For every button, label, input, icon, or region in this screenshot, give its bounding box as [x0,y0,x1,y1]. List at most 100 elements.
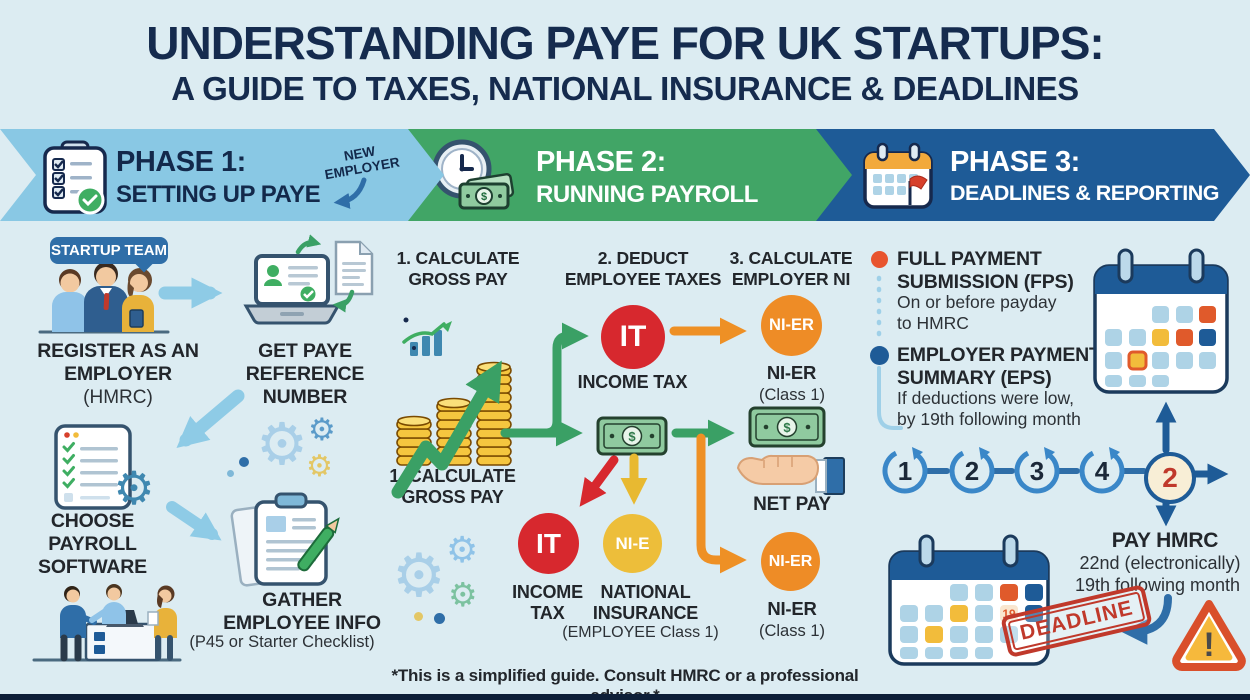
income-tax-circle: IT [601,305,665,369]
page-title: UNDERSTANDING PAYE FOR UK STARTUPS: [146,17,1104,69]
nier-label: NI-ER [766,362,817,383]
payroll-software-icon: ⚙ [54,424,154,510]
phase3-name: DEADLINES & REPORTING [950,181,1220,205]
phase2-name: RUNNING PAYROLL [536,181,758,208]
eps-bullet [870,346,889,365]
gear-icon: ⚙ [392,542,446,609]
fps-bullet [871,251,888,268]
arrow-paycheck-to-incometax2 [579,455,619,507]
nier-class-label: (Class 1) [758,386,825,404]
pay-hmrc-line2: 19th following month [1074,575,1241,595]
step3-header: 3. CALCULATE EMPLOYER NI [729,248,853,289]
growth-chart-icon [402,317,452,356]
gear-icon: ⚙ [256,412,308,477]
calendar-flag-icon [862,141,936,211]
nier-abbr: NI-ER [769,316,814,334]
timeline-number: 2 [964,455,980,486]
paye-reference-label: GET PAYE REFERENCE NUMBER [245,340,365,408]
eps-title: EMPLOYER PAYMENT SUMMARY (EPS) [897,344,1101,389]
net-pay-label: NET PAY [753,494,831,515]
gather-info-label: GATHER EMPLOYEE INFO [223,589,381,634]
decor-dot [414,612,423,621]
new-employer-note: NEW EMPLOYER [323,143,401,183]
nier2-circle: NI-ER [761,532,820,591]
phase1-name: SETTING UP PAYE [116,181,321,208]
pay-hmrc-label: PAY HMRC [1111,529,1219,552]
page-subtitle: A GUIDE TO TAXES, NATIONAL INSURANCE & D… [171,70,1079,107]
nier2-class-label: (Class 1) [758,622,825,640]
svg-text:$: $ [481,191,487,203]
pay-hmrc-line1: 22nd (electronically) [1079,553,1241,573]
disclaimer: *This is a simplified guide. Consult HMR… [391,666,859,700]
startup-team-badge: STARTUP TEAM [50,237,168,273]
nier-abbr: NI-ER [768,552,813,570]
warning-triangle-icon: ! [1172,600,1246,671]
gross-pay-caption: 1. CALCULATE GROSS PAY [389,466,516,508]
arc-doc-refresh-1 [295,234,322,255]
gear-icon: ⚙ [448,576,478,613]
gear-icon: ⚙ [113,462,154,510]
document-icon [334,240,374,296]
it-abbr: IT [619,320,647,353]
phase1-banner: PHASE 1: SETTING UP PAYE NEW EMPLOYER [0,129,444,221]
gear-icon: ⚙ [446,529,479,570]
employee-info-clipboard-icon [230,492,340,587]
timeline-number: 4 [1094,455,1110,486]
income-tax2-circle: IT [518,513,579,574]
employee-class-label: (EMPLOYEE Class 1) [562,624,719,641]
team-desk-illustration [32,584,182,662]
startup-team-illustration [38,262,170,334]
nier-circle: NI-ER [761,295,822,356]
net-pay-hand-icon: $ [736,406,845,495]
step1-header: 1. CALCULATE GROSS PAY [396,248,520,289]
coin-stacks-icon [396,361,512,466]
deadline-calendar-icon: 19 [888,534,1050,666]
exclamation-mark: ! [1203,626,1214,664]
timeline-step-2: 2 [946,445,998,497]
hmrc-label: (HMRC) [83,387,153,408]
income-tax2-label: INCOME TAX [512,582,583,624]
timeline-step-4: 4 [1076,445,1128,497]
gear-icon: ⚙ [308,412,336,447]
timeline-step-3: 3 [1011,445,1063,497]
paycheck-icon: $ [596,416,668,456]
decor-dot [434,613,445,624]
fps-sub: On or before payday to HMRC [897,292,1057,334]
phase1-label: PHASE 1: [116,146,246,178]
it-abbr: IT [536,527,561,559]
svg-text:$: $ [783,420,791,435]
income-tax-label: INCOME TAX [577,372,688,392]
svg-text:$: $ [628,429,636,444]
decor-dot [239,457,249,467]
eps-sub: If deductions were low, by 19th followin… [897,388,1081,430]
gather-info-sub: (P45 or Starter Checklist) [189,633,375,651]
calendar-month-icon [1093,248,1229,394]
startup-team-label: STARTUP TEAM [50,242,168,259]
nie-circle: NI-E [603,514,662,573]
laptop-icon [243,254,341,325]
phase2-banner: $ PHASE 2: RUNNING PAYROLL [406,129,852,221]
register-employer-label: REGISTER AS AN EMPLOYER [37,340,199,385]
bottom-bar [0,694,1250,700]
step2-header: 2. DEDUCT EMPLOYEE TAXES [564,248,722,289]
phase3-label: PHASE 3: [950,146,1080,178]
nie-abbr: NI-E [615,533,650,553]
cycle-arrow-icon [882,447,928,494]
phase3-banner: PHASE 3: DEADLINES & REPORTING [812,129,1250,221]
checklist-clipboard-icon [40,140,110,216]
gear-icon: ⚙ [306,450,333,483]
deadline-node: 2 [1144,452,1196,504]
timeline-number: 1 [897,455,913,486]
decor-dot [227,470,234,477]
national-insurance-label: NATIONAL INSURANCE [592,582,699,624]
choose-software-label: CHOOSE PAYROLL SOFTWARE [38,510,147,578]
nier2-label: NI-ER [767,598,817,619]
timeline-number: 3 [1029,455,1045,486]
deadline-node-number: 2 [1162,462,1178,493]
fps-title: FULL PAYMENT SUBMISSION (FPS) [897,248,1074,293]
phase2-label: PHASE 2: [536,146,666,178]
calendar-day-19: 19 [1002,607,1016,621]
timeline-step-1: 1 [879,445,931,497]
clock-money-icon: $ [428,137,518,215]
